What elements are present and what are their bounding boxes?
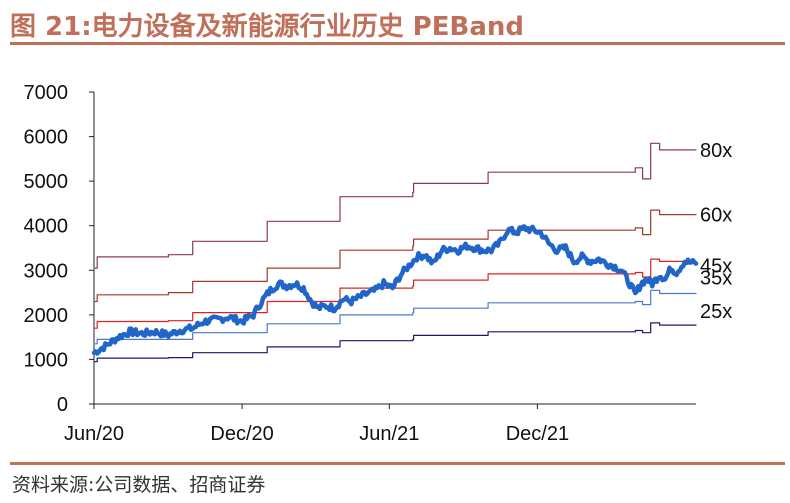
band-line-45x — [93, 258, 697, 329]
band-label-80x: 80x — [700, 140, 732, 162]
x-tick-label: Dec/20 — [210, 423, 273, 445]
x-tick-label: Jun/21 — [359, 423, 419, 445]
y-tick-label: 3000 — [24, 260, 69, 282]
band-label-25x: 25x — [700, 301, 732, 323]
title-divider — [10, 42, 785, 45]
y-tick-label: 5000 — [24, 171, 69, 193]
band-line-80x — [93, 142, 697, 269]
x-tick-label: Jun/20 — [64, 423, 124, 445]
source-note: 资料来源:公司数据、招商证券 — [12, 474, 266, 496]
pe-band-chart: 0 1000 2000 3000 4000 5000 6000 7000 Jun/20 Dec/2… — [24, 82, 733, 445]
y-tick-label: 1000 — [24, 349, 69, 371]
y-tick-label: 0 — [57, 394, 68, 416]
title-bar: 图 21:电力设备及新能源行业历史 PEBand — [10, 2, 785, 42]
page-title: 图 21:电力设备及新能源行业历史 PEBand — [10, 12, 524, 42]
x-tick-label: Dec/21 — [506, 423, 569, 445]
band-line-25x — [93, 322, 697, 363]
price-series-line — [91, 224, 699, 356]
band-label-60x: 60x — [700, 205, 732, 227]
y-tick-label: 6000 — [24, 127, 69, 149]
band-line-35x — [93, 289, 697, 345]
band-label-35x: 35x — [700, 267, 732, 289]
y-tick-label: 4000 — [24, 216, 69, 238]
y-tick-label: 2000 — [24, 305, 69, 327]
band-label-45x: 45x — [700, 255, 732, 277]
band-line-60x — [93, 209, 697, 303]
footer-divider — [10, 462, 785, 465]
y-tick-label: 7000 — [24, 82, 69, 104]
